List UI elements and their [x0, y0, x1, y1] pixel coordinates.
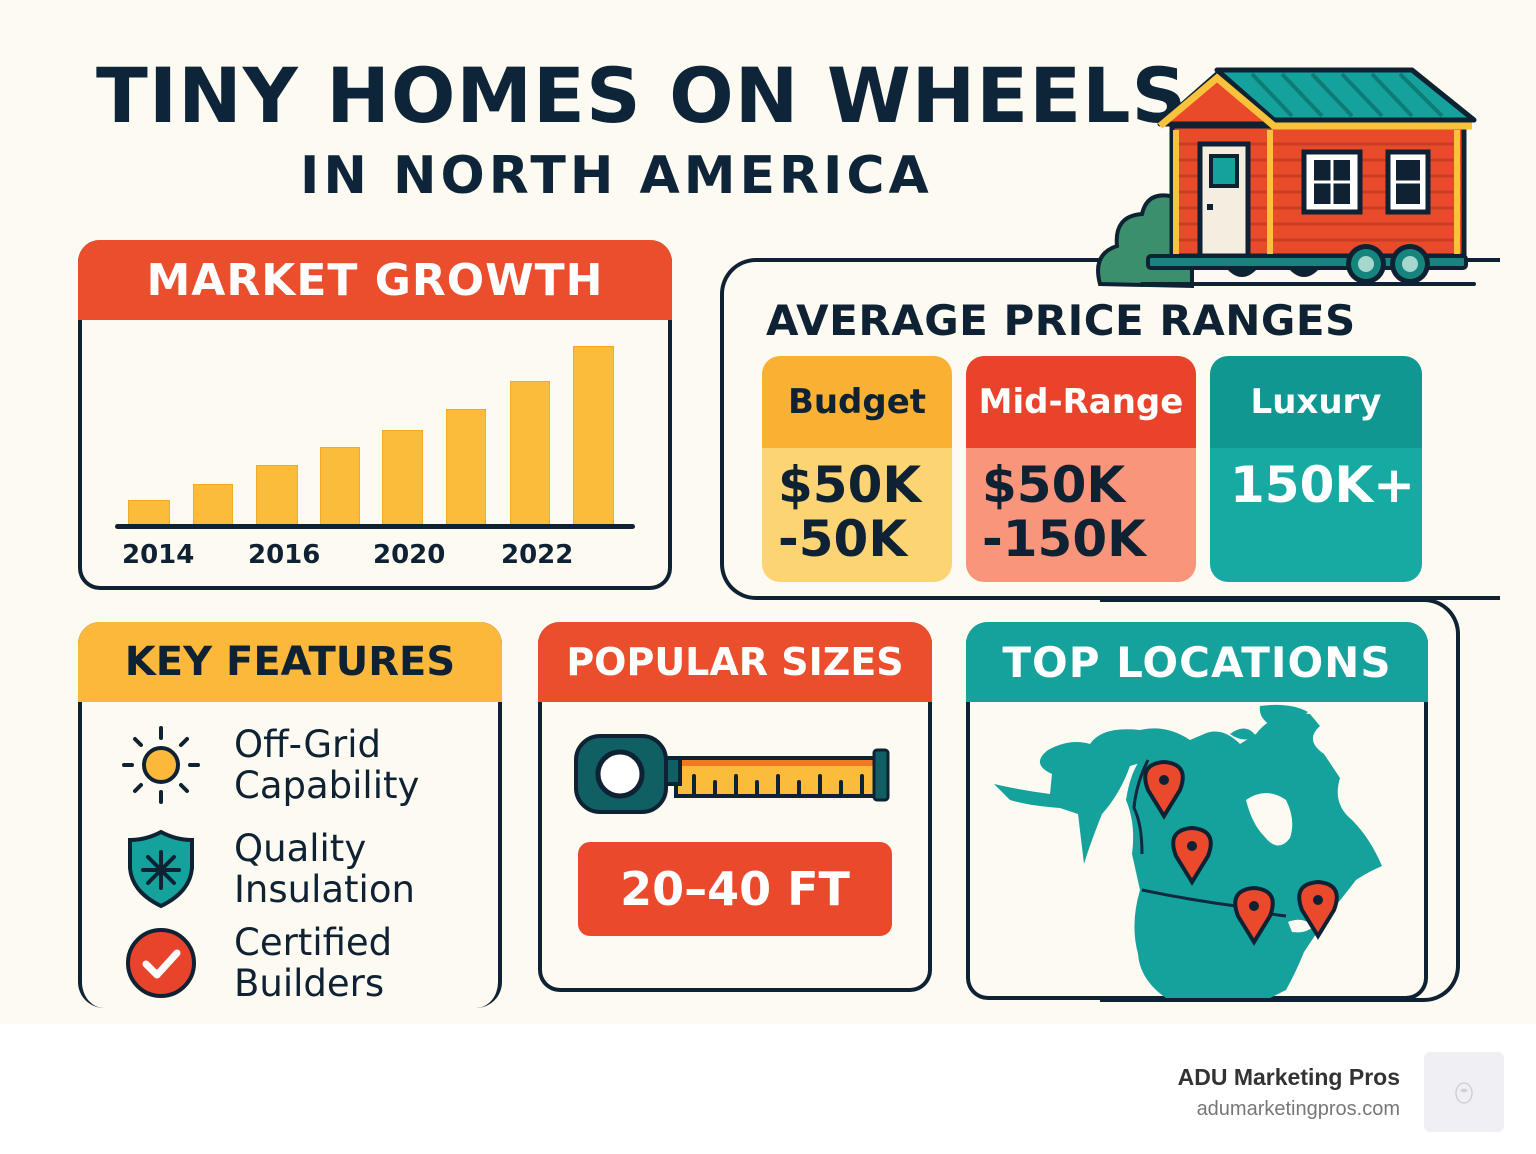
chart-tick-label: 2016	[248, 540, 321, 570]
page-title: TINY HOMES ON WHEELS	[96, 51, 1188, 140]
footer-brand-name[interactable]: ADU Marketing Pros	[1177, 1064, 1400, 1090]
chart-bar	[256, 465, 298, 525]
feature-line1: Quality	[234, 827, 367, 870]
popular-sizes-header: POPULAR SIZES	[538, 622, 932, 702]
feature-text: Quality Insulation	[234, 828, 415, 910]
price-card-luxury: Luxury 150K+	[1210, 356, 1422, 582]
chart-tick-label: 2020	[373, 540, 446, 570]
infographic-canvas: TINY HOMES ON WHEELS IN NORTH AMERICA	[0, 0, 1536, 1024]
chart-bar	[128, 500, 170, 525]
key-features-header: KEY FEATURES	[78, 622, 502, 702]
price-value-line1: 150K+	[1230, 456, 1416, 514]
snowflake-shield-icon	[120, 828, 202, 910]
price-tier-label: Mid-Range	[966, 356, 1196, 448]
price-value-line2: -50K	[778, 510, 908, 568]
chart-x-axis	[115, 524, 635, 529]
chart-bar	[573, 346, 614, 525]
chart-bar	[320, 447, 360, 525]
sun-icon	[120, 724, 202, 806]
feature-item: Quality Insulation	[120, 828, 415, 910]
location-pin-icon	[1143, 759, 1339, 946]
price-card-mid-range: Mid-Range $50K -150K	[966, 356, 1196, 582]
feature-line1: Off-Grid	[234, 723, 381, 766]
chart-tick-label: 2022	[501, 540, 574, 570]
price-value-line1: $50K	[778, 456, 922, 514]
feature-line1: Certified	[234, 921, 393, 964]
tape-measure-icon	[574, 734, 894, 814]
footer-url-link[interactable]: adumarketingpros.com	[1196, 1098, 1400, 1120]
feature-item: Certified Builders	[120, 922, 392, 1004]
chart-bar	[446, 409, 486, 525]
feature-item: Off-Grid Capability	[120, 724, 419, 806]
feature-text: Off-Grid Capability	[234, 724, 419, 806]
size-range-badge: 20–40 FT	[578, 842, 892, 936]
chart-bar	[193, 484, 233, 525]
price-ranges-title: AVERAGE PRICE RANGES	[766, 296, 1356, 345]
top-locations-outer-frame	[1100, 598, 1460, 1002]
price-value-line2: -150K	[982, 510, 1146, 568]
feature-line2: Builders	[234, 962, 385, 1005]
price-tier-value: 150K+	[1210, 448, 1422, 582]
price-tier-label: Luxury	[1210, 356, 1422, 448]
brand-logo-icon[interactable]	[1424, 1052, 1504, 1132]
check-circle-icon	[120, 922, 202, 1004]
feature-text: Certified Builders	[234, 922, 392, 1004]
market-growth-header: MARKET GROWTH	[78, 240, 672, 320]
chart-bar	[510, 381, 550, 525]
chart-tick-label: 2014	[122, 540, 195, 570]
feature-line2: Capability	[234, 764, 420, 807]
top-locations-header: TOP LOCATIONS	[966, 622, 1428, 702]
tiny-house-on-trailer-icon	[1092, 64, 1482, 290]
chart-bar	[382, 430, 423, 525]
north-america-map-icon	[990, 704, 1420, 998]
price-card-budget: Budget $50K -50K	[762, 356, 952, 582]
price-value-line1: $50K	[982, 456, 1126, 514]
feature-line2: Insulation	[234, 868, 415, 911]
price-tier-value: $50K -50K	[762, 448, 952, 582]
price-tier-label: Budget	[762, 356, 952, 448]
market-growth-chart	[110, 330, 640, 530]
page-subtitle: IN NORTH AMERICA	[300, 146, 933, 206]
price-tier-value: $50K -150K	[966, 448, 1196, 582]
